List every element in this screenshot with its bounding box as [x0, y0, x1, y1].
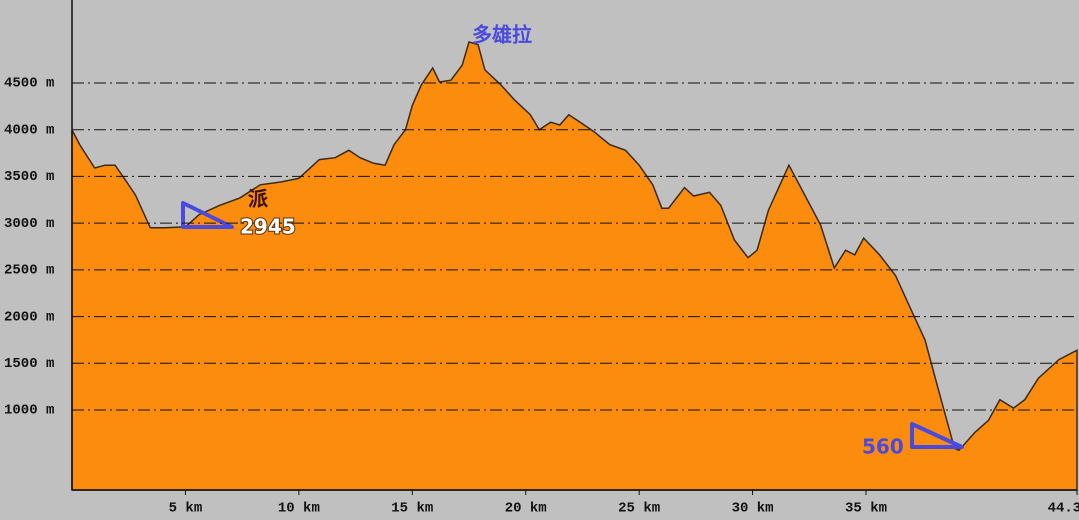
x-tick-label: 35 km [845, 501, 887, 517]
x-tick-label: 5 km [169, 501, 203, 517]
y-tick-label: 3000 m [4, 216, 54, 232]
elevation-area [71, 40, 1078, 491]
annotation: 2945 [240, 215, 296, 239]
y-tick-label: 3500 m [4, 169, 54, 185]
x-tick-label: 20 km [505, 501, 547, 517]
x-tick-label: 15 km [391, 501, 433, 517]
annotation: 派 [248, 187, 269, 211]
annotation: 多雄拉 [472, 23, 532, 47]
x-tick-label: 44.3 km [1048, 501, 1079, 517]
y-tick-label: 4000 m [4, 122, 54, 138]
x-tick-label: 30 km [732, 501, 774, 517]
x-tick-label: 10 km [278, 501, 320, 517]
marker-triangle [181, 201, 234, 229]
marker-triangle [910, 422, 964, 449]
y-tick-label: 4500 m [4, 76, 54, 92]
y-tick-label: 1500 m [4, 356, 54, 372]
y-tick-label: 1000 m [4, 403, 54, 419]
annotation: 560 [862, 435, 904, 459]
y-tick-label: 2500 m [4, 263, 54, 279]
y-tick-label: 2000 m [4, 309, 54, 325]
x-tick-label: 25 km [618, 501, 660, 517]
